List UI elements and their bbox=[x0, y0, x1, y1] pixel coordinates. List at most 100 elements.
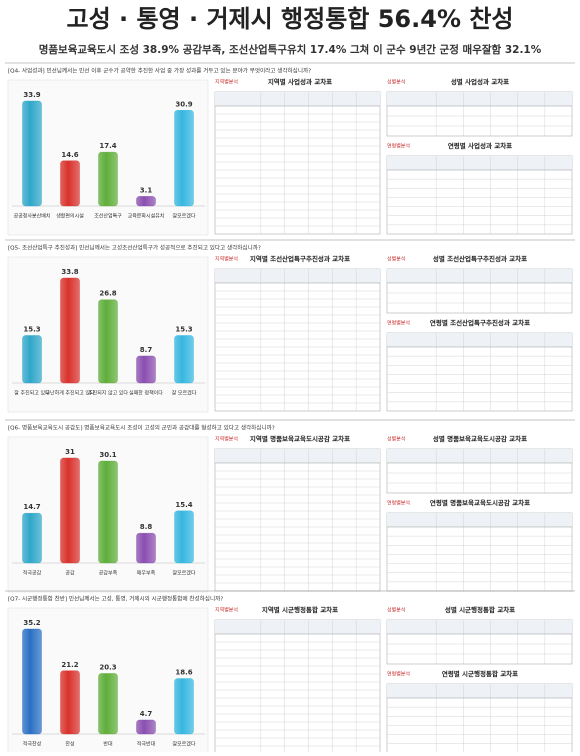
table-head bbox=[387, 333, 572, 347]
question: [Q4- 사업성과] 민선님께서는 민선 이후 군수가 공약한 추진한 사업 중… bbox=[8, 67, 311, 75]
category-label: 찬성 bbox=[65, 741, 74, 748]
section-label: 지역별분석 bbox=[215, 607, 238, 614]
table-head bbox=[215, 92, 380, 106]
value-label: 8.7 bbox=[140, 346, 153, 354]
section-label: 연령별분석 bbox=[387, 320, 410, 327]
value-label: 15.3 bbox=[175, 325, 192, 333]
bar bbox=[174, 335, 194, 384]
table-title: 연령별 사업성과 교차표 bbox=[448, 141, 512, 150]
table-title: 지역별 명품보육교육도시공감 교차표 bbox=[250, 434, 350, 443]
category-label: 적극찬성 bbox=[23, 741, 41, 748]
bar bbox=[98, 299, 118, 384]
bar bbox=[98, 460, 118, 564]
table-title: 성별 사업성과 교차표 bbox=[451, 77, 509, 86]
bar bbox=[60, 457, 80, 564]
bar bbox=[22, 100, 42, 207]
table-title: 지역별 조선산업특구추진성과 교차표 bbox=[250, 254, 350, 263]
category-label: 조선산업특구 bbox=[94, 213, 122, 220]
section-label: 성별분석 bbox=[387, 436, 405, 443]
value-label: 15.3 bbox=[23, 325, 40, 333]
bar bbox=[174, 110, 194, 207]
value-label: 33.9 bbox=[23, 91, 40, 99]
value-label: 21.2 bbox=[61, 661, 78, 669]
question: [Q7- 시군행정통합 찬반] 민선님께서는 고성, 통영, 거제시의 시군행정… bbox=[8, 595, 223, 603]
table-title: 성별 명품보육교육도시공감 교차표 bbox=[433, 434, 527, 443]
category-label: 교육문화시설유치 bbox=[128, 213, 165, 220]
value-label: 26.8 bbox=[99, 290, 116, 298]
section-label: 성별분석 bbox=[387, 256, 405, 263]
value-label: 18.6 bbox=[175, 669, 192, 677]
value-label: 33.8 bbox=[61, 268, 78, 276]
category-label: 매우부족 bbox=[137, 570, 156, 577]
value-label: 20.3 bbox=[99, 663, 116, 671]
value-label: 30.1 bbox=[99, 451, 116, 459]
category-label: 잘모르겠다 bbox=[172, 741, 195, 748]
bar bbox=[98, 673, 118, 735]
table-title: 연령별 명품보육교육도시공감 교차표 bbox=[430, 498, 530, 507]
value-label: 4.7 bbox=[140, 710, 153, 718]
value-label: 35.2 bbox=[23, 619, 40, 627]
question: [Q5- 조선산업특구 추진성과] 민선님께서는 고성조선산업특구가 성공적으로… bbox=[8, 244, 261, 252]
category-label: 잘 모르겠다 bbox=[172, 390, 197, 397]
bar bbox=[98, 151, 118, 207]
table-title: 성별 조선산업특구추진성과 교차표 bbox=[433, 254, 527, 263]
bar bbox=[136, 196, 156, 207]
value-label: 8.8 bbox=[140, 523, 153, 531]
table-head bbox=[387, 156, 572, 170]
headline: 고성 · 통영 · 거제시 행정통합 56.4% 찬성 bbox=[66, 5, 513, 33]
category-label: 잘 추진되고 있다 bbox=[14, 390, 50, 397]
bar bbox=[60, 160, 80, 207]
bar bbox=[22, 335, 42, 384]
table bbox=[214, 448, 381, 592]
bar bbox=[174, 510, 194, 564]
bar bbox=[22, 513, 42, 564]
table-head bbox=[387, 269, 572, 283]
value-label: 17.4 bbox=[99, 142, 116, 150]
table-title: 연령별 조선산업특구추진성과 교차표 bbox=[430, 318, 530, 327]
bar bbox=[136, 719, 156, 735]
subheadline: 명품보육교육도시 조성 38.9% 공감부족, 조선산업특구유치 17.4% 그… bbox=[39, 43, 542, 56]
value-label: 15.4 bbox=[175, 501, 192, 509]
table-title: 지역별 사업성과 교차표 bbox=[268, 77, 332, 86]
question: [Q6- 명품보육교육도시 공감도] 명품보육교육도시 조성이 고성의 군민과 … bbox=[8, 424, 275, 432]
category-label: 적극반대 bbox=[137, 741, 156, 748]
bar bbox=[136, 532, 156, 564]
bar bbox=[136, 355, 156, 384]
category-label: 적극공감 bbox=[23, 570, 42, 577]
section-label: 지역별분석 bbox=[215, 79, 238, 86]
section-label: 연령별분석 bbox=[387, 143, 410, 150]
section-label: 성별분석 bbox=[387, 607, 405, 614]
table-head bbox=[215, 269, 380, 283]
table-head bbox=[215, 620, 380, 634]
table bbox=[214, 268, 381, 412]
table-head bbox=[387, 92, 572, 106]
value-label: 14.7 bbox=[23, 503, 40, 511]
bar bbox=[174, 678, 194, 735]
category-label: 공감 bbox=[65, 570, 75, 577]
category-label: 공감부족 bbox=[99, 570, 118, 577]
section-label: 연령별분석 bbox=[387, 671, 410, 678]
bar bbox=[60, 277, 80, 384]
table-title: 지역별 시군행정통합 교차표 bbox=[262, 605, 338, 614]
bar bbox=[22, 628, 42, 735]
category-label: 무난하게 추진되고 있다 bbox=[45, 390, 95, 397]
table-title: 연령별 시군행정통합 교차표 bbox=[442, 669, 518, 678]
value-label: 14.6 bbox=[61, 151, 78, 159]
category-label: 생활편의시설 bbox=[56, 213, 84, 220]
category-label: 추진되지 않고 있다 bbox=[88, 390, 128, 397]
section-label: 지역별분석 bbox=[215, 256, 238, 263]
table-head bbox=[387, 449, 572, 463]
category-label: 공공청사분산배치 bbox=[14, 213, 51, 220]
section-label: 연령별분석 bbox=[387, 500, 410, 507]
table-title: 성별 시군행정통합 교차표 bbox=[445, 605, 515, 614]
bar bbox=[60, 670, 80, 735]
table-head bbox=[387, 513, 572, 527]
category-label: 잘모르겠다 bbox=[172, 570, 195, 577]
table-head bbox=[387, 684, 572, 698]
section-label: 지역별분석 bbox=[215, 436, 238, 443]
category-label: 실패한 정책이다 bbox=[129, 390, 163, 397]
section-label: 성별분석 bbox=[387, 79, 405, 86]
table bbox=[214, 91, 381, 235]
